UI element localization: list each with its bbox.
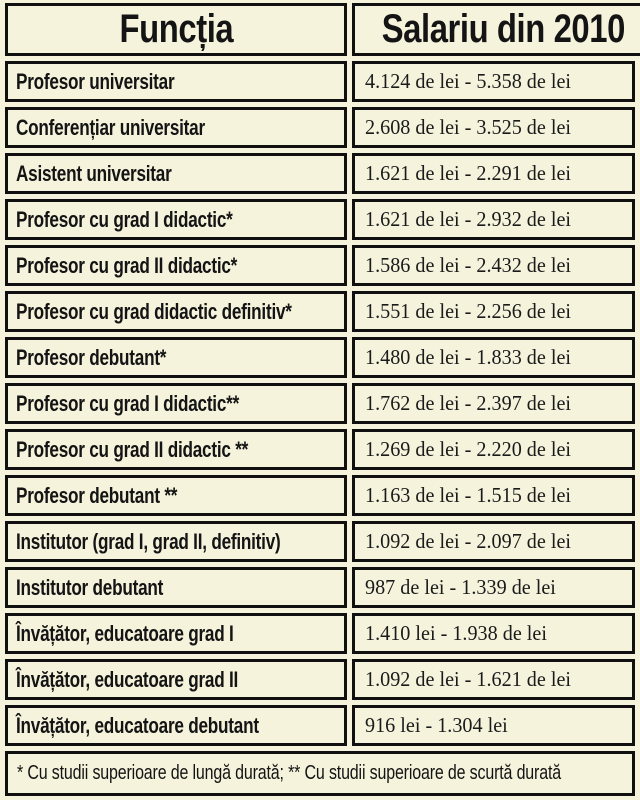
salary-cell: 4.124 de lei - 5.358 de lei	[352, 61, 635, 102]
position-cell: Profesor debutant*	[5, 337, 347, 378]
position-label: Profesor cu grad didactic definitiv*	[16, 298, 292, 324]
salary-value: 1.092 de lei - 2.097 de lei	[365, 529, 572, 553]
position-label: Învățător, educatoare grad I	[16, 620, 234, 646]
salary-value: 4.124 de lei - 5.358 de lei	[365, 69, 572, 93]
position-cell: Învățător, educatoare grad II	[5, 659, 347, 700]
table-row: Profesor cu grad I didactic* 1.621 de le…	[5, 199, 635, 240]
salary-value: 1.621 de lei - 2.291 de lei	[365, 161, 572, 185]
position-cell: Institutor debutant	[5, 567, 347, 608]
table-row: Profesor cu grad I didactic** 1.762 de l…	[5, 383, 635, 424]
position-cell: Profesor cu grad II didactic **	[5, 429, 347, 470]
position-cell: Conferențiar universitar	[5, 107, 347, 148]
position-label: Profesor debutant **	[16, 482, 178, 508]
position-cell: Învățător, educatoare grad I	[5, 613, 347, 654]
position-label: Profesor universitar	[16, 68, 175, 94]
position-cell: Profesor debutant **	[5, 475, 347, 516]
salary-value: 1.092 de lei - 1.621 de lei	[365, 667, 572, 691]
position-label: Profesor debutant*	[16, 344, 167, 370]
table-row: Învățător, educatoare grad II 1.092 de l…	[5, 659, 635, 700]
salary-cell: 916 lei - 1.304 lei	[352, 705, 635, 746]
position-label: Profesor cu grad I didactic**	[16, 390, 240, 416]
salary-value: 1.480 de lei - 1.833 de lei	[365, 345, 572, 369]
salary-cell: 1.163 de lei - 1.515 de lei	[352, 475, 635, 516]
salary-cell: 1.092 de lei - 1.621 de lei	[352, 659, 635, 700]
table-body: Profesor universitar 4.124 de lei - 5.35…	[5, 61, 635, 746]
column-header-function-label: Funcția	[119, 7, 233, 51]
table-row: Profesor cu grad didactic definitiv* 1.5…	[5, 291, 635, 332]
salary-value: 1.762 de lei - 2.397 de lei	[365, 391, 572, 415]
salary-value: 1.410 lei - 1.938 de lei	[365, 621, 547, 645]
position-cell: Profesor cu grad II didactic*	[5, 245, 347, 286]
position-label: Învățător, educatoare debutant	[16, 712, 259, 738]
table-row: Conferențiar universitar 2.608 de lei - …	[5, 107, 635, 148]
footnote: * Cu studii superioare de lungă durată; …	[17, 762, 561, 784]
salary-value: 2.608 de lei - 3.525 de lei	[365, 115, 572, 139]
position-label: Institutor debutant	[16, 574, 164, 600]
salary-cell: 1.410 lei - 1.938 de lei	[352, 613, 635, 654]
column-header-salary: Salariu din 2010	[352, 3, 640, 56]
table-row: Institutor (grad I, grad II, definitiv) …	[5, 521, 635, 562]
position-label: Conferențiar universitar	[16, 114, 205, 140]
salary-value: 987 de lei - 1.339 de lei	[365, 575, 556, 599]
position-cell: Profesor cu grad I didactic*	[5, 199, 347, 240]
position-cell: Învățător, educatoare debutant	[5, 705, 347, 746]
salary-cell: 2.608 de lei - 3.525 de lei	[352, 107, 635, 148]
salary-value: 1.621 de lei - 2.932 de lei	[365, 207, 572, 231]
column-header-salary-label: Salariu din 2010	[381, 7, 626, 51]
table-row: Învățător, educatoare debutant 916 lei -…	[5, 705, 635, 746]
salary-value: 1.586 de lei - 2.432 de lei	[365, 253, 572, 277]
salary-cell: 1.586 de lei - 2.432 de lei	[352, 245, 635, 286]
table-row: Profesor cu grad II didactic* 1.586 de l…	[5, 245, 635, 286]
salary-value: 1.163 de lei - 1.515 de lei	[365, 483, 572, 507]
salary-value: 1.269 de lei - 2.220 de lei	[365, 437, 572, 461]
position-cell: Profesor cu grad I didactic**	[5, 383, 347, 424]
position-label: Profesor cu grad II didactic*	[16, 252, 238, 278]
position-label: Asistent universitar	[16, 160, 172, 186]
position-cell: Asistent universitar	[5, 153, 347, 194]
column-header-function: Funcția	[5, 3, 347, 56]
position-cell: Institutor (grad I, grad II, definitiv)	[5, 521, 347, 562]
salary-cell: 1.621 de lei - 2.932 de lei	[352, 199, 635, 240]
table-row: Profesor debutant ** 1.163 de lei - 1.51…	[5, 475, 635, 516]
salary-cell: 1.480 de lei - 1.833 de lei	[352, 337, 635, 378]
table-row: Profesor cu grad II didactic ** 1.269 de…	[5, 429, 635, 470]
table-row: Institutor debutant 987 de lei - 1.339 d…	[5, 567, 635, 608]
position-label: Institutor (grad I, grad II, definitiv)	[16, 528, 281, 554]
salary-cell: 1.269 de lei - 2.220 de lei	[352, 429, 635, 470]
salary-value: 916 lei - 1.304 lei	[365, 713, 508, 737]
table-footer-row: * Cu studii superioare de lungă durată; …	[5, 751, 635, 796]
table-row: Învățător, educatoare grad I 1.410 lei -…	[5, 613, 635, 654]
position-label: Învățător, educatoare grad II	[16, 666, 239, 692]
position-label: Profesor cu grad II didactic **	[16, 436, 249, 462]
salary-value: 1.551 de lei - 2.256 de lei	[365, 299, 572, 323]
salary-cell: 1.551 de lei - 2.256 de lei	[352, 291, 635, 332]
table-row: Asistent universitar 1.621 de lei - 2.29…	[5, 153, 635, 194]
position-cell: Profesor universitar	[5, 61, 347, 102]
salary-cell: 1.762 de lei - 2.397 de lei	[352, 383, 635, 424]
footnote-cell: * Cu studii superioare de lungă durată; …	[5, 751, 635, 796]
table-row: Profesor universitar 4.124 de lei - 5.35…	[5, 61, 635, 102]
table-row: Profesor debutant* 1.480 de lei - 1.833 …	[5, 337, 635, 378]
salary-cell: 1.092 de lei - 2.097 de lei	[352, 521, 635, 562]
table-header-row: Funcția Salariu din 2010	[5, 3, 640, 56]
salary-cell: 987 de lei - 1.339 de lei	[352, 567, 635, 608]
position-cell: Profesor cu grad didactic definitiv*	[5, 291, 347, 332]
salary-cell: 1.621 de lei - 2.291 de lei	[352, 153, 635, 194]
position-label: Profesor cu grad I didactic*	[16, 206, 233, 232]
